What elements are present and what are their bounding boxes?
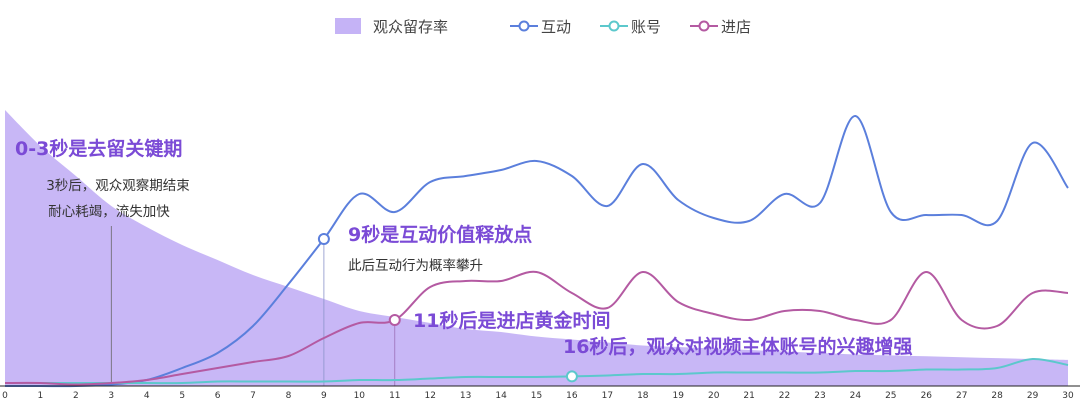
x-tick-label: 16 [566, 391, 578, 401]
legend-label: 进店 [721, 18, 751, 36]
x-tick-label: 29 [1027, 391, 1039, 401]
x-tick-label: 27 [956, 391, 967, 401]
retention-area [5, 110, 1068, 386]
x-tick-label: 10 [354, 391, 366, 401]
x-tick-label: 4 [144, 391, 150, 401]
x-tick-label: 1 [38, 391, 44, 401]
x-tick-label: 23 [814, 391, 825, 401]
annotation-marker [388, 314, 401, 326]
x-tick-label: 5 [179, 391, 185, 401]
x-tick-label: 22 [779, 391, 790, 401]
series-3-line [4, 270, 1069, 386]
x-tick-label: 17 [602, 391, 613, 401]
x-tick-label: 20 [708, 391, 720, 401]
x-tick-label: 30 [1062, 391, 1074, 401]
x-tick-label: 12 [424, 391, 435, 401]
legend-label: 互动 [541, 18, 571, 36]
x-tick-label: 7 [250, 391, 256, 401]
legend-label: 观众留存率 [373, 18, 448, 36]
legend-label: 账号 [631, 18, 661, 36]
annotation-subtitle: 3秒后，观众观察期结束 [46, 177, 190, 194]
x-tick-label: 18 [637, 391, 649, 401]
x-tick-label: 11 [389, 391, 400, 401]
x-tick-label: 3 [108, 391, 114, 401]
series-lines [4, 115, 1069, 388]
annotation-title: 9秒是互动价值释放点 [348, 223, 532, 246]
legend-marker [518, 20, 530, 32]
annotation-marker [565, 370, 578, 383]
legend-marker [698, 20, 710, 32]
x-tick-label: 9 [321, 391, 327, 401]
x-tick-label: 8 [286, 391, 292, 401]
series-2-line [5, 357, 1069, 385]
legend-swatch [335, 18, 361, 34]
x-tick-label: 24 [850, 391, 862, 401]
annotation-marker [317, 233, 330, 245]
x-tick-label: 21 [743, 391, 754, 401]
annotation-subtitle: 耐心耗竭，流失加快 [48, 204, 170, 220]
guide-lines [110, 226, 396, 386]
x-tick-label: 19 [672, 391, 684, 401]
annotation-title: 0-3秒是去留关键期 [15, 137, 182, 160]
x-tick-label: 2 [73, 391, 79, 401]
x-tick-label: 26 [921, 391, 933, 401]
annotation-title: 16秒后，观众对视频主体账号的兴趣增强 [563, 335, 912, 358]
x-tick-label: 14 [495, 391, 507, 401]
x-tick-label: 15 [531, 391, 542, 401]
x-tick-label: 13 [460, 391, 471, 401]
x-tick-label: 28 [991, 391, 1003, 401]
x-tick-label: 25 [885, 391, 896, 401]
legend: 观众留存率 互动 账号 进店 [335, 18, 751, 36]
annotation-subtitle: 此后互动行为概率攀升 [348, 257, 483, 274]
series-1-line [5, 115, 1069, 388]
legend-marker [608, 20, 620, 32]
x-tick-labels: 0 1 2 3 4 5 6 7 8 9 10 11 12 13 14 15 16 17 18 19 20 21 22 23 24… [2, 391, 1074, 401]
x-tick-label: 6 [215, 391, 221, 401]
annotation-markers [317, 233, 578, 383]
area-layer [5, 110, 1068, 386]
annotation-title: 11秒后是进店黄金时间 [413, 309, 610, 332]
x-tick-label: 0 [2, 391, 8, 401]
